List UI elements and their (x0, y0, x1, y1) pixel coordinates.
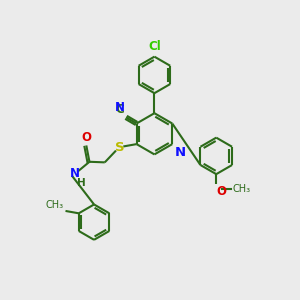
Text: CH₃: CH₃ (232, 184, 250, 194)
Text: CH₃: CH₃ (46, 200, 64, 210)
Text: Cl: Cl (148, 40, 161, 53)
Text: H: H (77, 178, 85, 188)
Text: N: N (70, 167, 80, 180)
Text: O: O (217, 185, 227, 198)
Text: S: S (115, 141, 124, 154)
Text: N: N (175, 146, 186, 159)
Text: O: O (82, 130, 92, 143)
Text: C: C (115, 103, 124, 116)
Text: N: N (115, 100, 124, 113)
